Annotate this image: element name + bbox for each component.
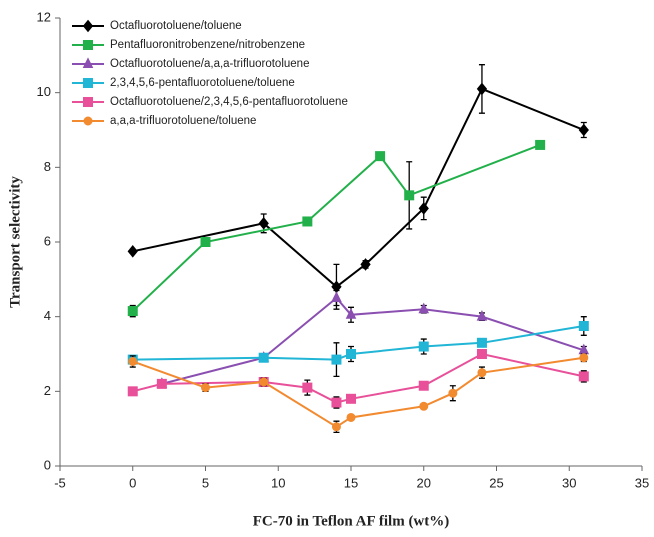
marker: [346, 393, 356, 404]
legend-label: 2,3,4,5,6-pentafluorotoluene/toluene: [110, 77, 295, 89]
x-tick-label: 0: [129, 475, 136, 490]
marker: [418, 302, 430, 314]
legend-label: Octafluorotoluene/toluene: [110, 20, 242, 32]
marker: [418, 202, 429, 215]
marker: [302, 382, 313, 393]
series-line: [132, 356, 584, 428]
marker: [476, 349, 487, 359]
legend-marker: [83, 40, 93, 50]
x-tick-label: -5: [54, 475, 66, 490]
marker: [360, 258, 371, 271]
marker: [476, 82, 488, 96]
marker: [346, 412, 356, 422]
legend-label: Octafluorotoluene/2,3,4,5,6-pentafluorot…: [110, 96, 348, 108]
x-axis-title: FC-70 in Teflon AF film (wt%): [253, 513, 450, 529]
marker: [579, 353, 589, 363]
legend-marker: [83, 116, 93, 126]
x-tick-label: 5: [202, 475, 209, 490]
legend-marker: [82, 19, 94, 33]
series-line: [132, 352, 585, 404]
series-line: [132, 144, 541, 312]
marker: [578, 123, 589, 137]
marker: [419, 401, 429, 411]
marker: [448, 388, 458, 398]
marker: [127, 306, 138, 317]
marker: [331, 291, 342, 302]
marker: [201, 383, 210, 393]
marker: [418, 341, 429, 352]
marker: [346, 349, 356, 359]
y-tick-label: 12: [37, 9, 51, 24]
marker: [258, 217, 269, 230]
marker: [331, 354, 342, 365]
marker: [128, 356, 138, 366]
y-tick-label: 4: [44, 308, 51, 323]
x-tick-label: 10: [271, 475, 285, 490]
legend-label: Octafluorotoluene/a,a,a-trifluorotoluene: [110, 58, 309, 70]
x-tick-label: 25: [489, 475, 503, 490]
marker: [258, 352, 269, 363]
y-axis-title: Transport selectivity: [7, 176, 23, 308]
marker: [477, 368, 487, 378]
y-tick-label: 0: [44, 457, 51, 472]
marker: [259, 377, 269, 387]
marker: [345, 308, 357, 319]
legend-label: Pentafluoronitrobenzene/nitrobenzene: [110, 39, 305, 51]
series-line: [132, 325, 584, 361]
marker: [331, 397, 342, 408]
marker: [535, 139, 546, 150]
marker: [476, 337, 487, 348]
legend-label: a,a,a-trifluorotoluene/toluene: [110, 115, 256, 127]
y-tick-label: 8: [44, 159, 51, 174]
legend-marker: [82, 57, 94, 68]
y-tick-label: 10: [37, 84, 51, 99]
marker: [331, 422, 341, 432]
marker: [375, 151, 386, 162]
marker: [578, 321, 589, 331]
marker: [127, 386, 138, 397]
x-tick-label: 15: [344, 475, 358, 490]
legend-marker: [83, 78, 93, 88]
marker: [302, 216, 313, 227]
legend-marker: [83, 97, 93, 107]
marker: [418, 380, 429, 391]
y-tick-label: 2: [44, 383, 51, 398]
marker: [156, 378, 167, 389]
y-tick-label: 6: [44, 233, 51, 248]
x-tick-label: 20: [417, 475, 431, 490]
x-tick-label: 35: [635, 475, 649, 490]
series-line: [161, 296, 585, 385]
marker: [476, 310, 488, 321]
x-tick-label: 30: [562, 475, 576, 490]
marker: [200, 237, 211, 247]
marker: [404, 190, 415, 201]
marker: [127, 245, 138, 258]
marker: [578, 371, 589, 382]
